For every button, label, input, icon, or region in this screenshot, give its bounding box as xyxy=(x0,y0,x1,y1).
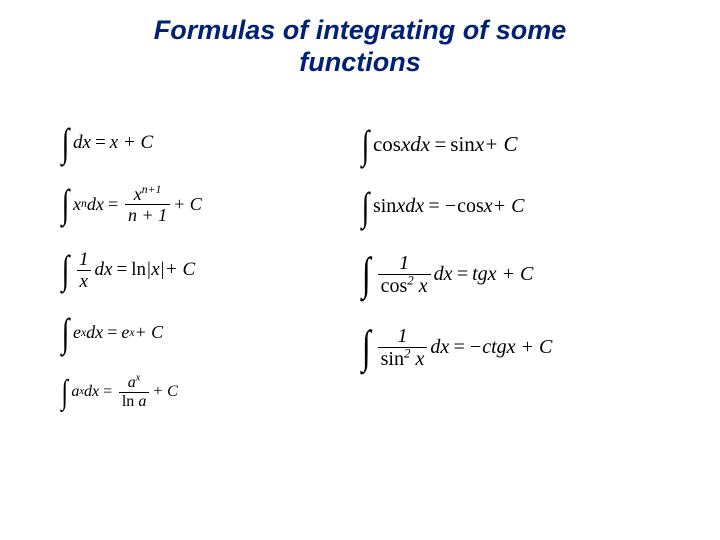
rhs: x + C xyxy=(110,132,153,154)
integral-icon: ∫ xyxy=(61,379,68,406)
frac-den-arg: a xyxy=(134,393,146,410)
lhs-arg: xdx xyxy=(396,195,424,218)
integral-icon: ∫ xyxy=(362,329,371,366)
frac-num-exp: n+1 xyxy=(142,183,162,196)
pre: − xyxy=(444,195,458,218)
rhs: ctgx + C xyxy=(482,336,552,359)
integrand-dx: dx xyxy=(94,259,112,281)
frac-num: 1 xyxy=(76,250,92,270)
pre: − xyxy=(469,336,483,359)
formula-container: ∫ dx = x + C ∫ xndx = xn+1 n + 1 + C ∫ 1… xyxy=(0,127,720,410)
rhs-arg: x xyxy=(475,132,484,157)
page-title: Formulas of integrating of some function… xyxy=(0,0,720,79)
frac-num: 1 xyxy=(394,326,410,347)
frac-den-arg: x xyxy=(414,275,428,297)
fraction: 1 cos2 x xyxy=(378,253,431,296)
fraction: 1 sin2 x xyxy=(378,326,428,369)
fraction: 1 x xyxy=(76,250,92,291)
fraction: ax ln a xyxy=(119,375,149,410)
frac-num: 1 xyxy=(396,253,412,274)
fraction: xn+1 n + 1 xyxy=(125,185,170,224)
frac-den-fn: ln xyxy=(122,393,134,410)
tail: + C xyxy=(165,259,195,281)
formula-int-power: ∫ xndx = xn+1 n + 1 + C xyxy=(60,185,360,224)
lhs-fn: sin xyxy=(373,195,396,218)
rhs-fn: ln xyxy=(131,259,146,281)
tail: + C xyxy=(135,322,164,343)
formula-int-sec2: ∫ 1 cos2 x dx = tgx + C xyxy=(360,253,700,296)
formula-int-reciprocal: ∫ 1 x dx = ln|x| + C xyxy=(60,250,360,291)
frac-den: x xyxy=(77,270,91,291)
left-column: ∫ dx = x + C ∫ xndx = xn+1 n + 1 + C ∫ 1… xyxy=(60,127,360,410)
integrand-dx: dx xyxy=(87,194,104,215)
integrand-dx: dx xyxy=(84,383,99,401)
rhs-arg: x xyxy=(484,195,493,218)
tail: + C xyxy=(173,194,202,215)
formula-int-dx: ∫ dx = x + C xyxy=(60,127,360,159)
rhs-fn: sin xyxy=(450,132,475,157)
formula-int-csc2: ∫ 1 sin2 x dx = −ctgx + C xyxy=(360,326,700,369)
tail: + C xyxy=(484,132,517,157)
integrand-dx: dx xyxy=(430,336,449,359)
integral-icon: ∫ xyxy=(62,317,70,349)
integral-icon: ∫ xyxy=(62,254,70,286)
integral-icon: ∫ xyxy=(362,129,370,161)
integral-icon: ∫ xyxy=(362,191,370,223)
frac-den-fn: cos xyxy=(381,275,408,297)
integral-icon: ∫ xyxy=(62,127,70,159)
frac-den-fn: sin xyxy=(381,348,404,370)
integrand-base: x xyxy=(73,194,81,215)
integrand: dx xyxy=(73,132,91,154)
title-line-2: functions xyxy=(0,46,720,78)
integrand-dx: dx xyxy=(434,263,453,286)
frac-num-base: x xyxy=(134,184,142,204)
rhs-fn: cos xyxy=(457,195,484,218)
formula-int-exp: ∫ exdx = ex + C xyxy=(60,317,360,349)
frac-den-arg: x xyxy=(410,348,424,370)
integral-icon: ∫ xyxy=(362,256,371,293)
integrand-dx: dx xyxy=(86,322,103,343)
formula-int-cos: ∫ cos xdx = sin x + C xyxy=(360,129,700,161)
tail: + C xyxy=(493,195,525,218)
rhs-arg: |x| xyxy=(146,259,165,281)
tail: + C xyxy=(152,383,177,401)
frac-den: n + 1 xyxy=(125,204,170,224)
title-line-1: Formulas of integrating of some xyxy=(0,14,720,46)
right-column: ∫ cos xdx = sin x + C ∫ sin xdx = −cos x… xyxy=(360,127,700,410)
formula-int-sin: ∫ sin xdx = −cos x + C xyxy=(360,191,700,223)
frac-num-exp: x xyxy=(136,372,141,383)
integrand-base: e xyxy=(73,322,81,343)
rhs: tgx + C xyxy=(472,263,533,286)
lhs-fn: cos xyxy=(373,132,401,157)
integral-icon: ∫ xyxy=(62,188,70,220)
lhs-arg: xdx xyxy=(401,132,430,157)
formula-int-ax: ∫ axdx = ax ln a + C xyxy=(60,375,360,410)
frac-num-base: a xyxy=(128,374,136,391)
